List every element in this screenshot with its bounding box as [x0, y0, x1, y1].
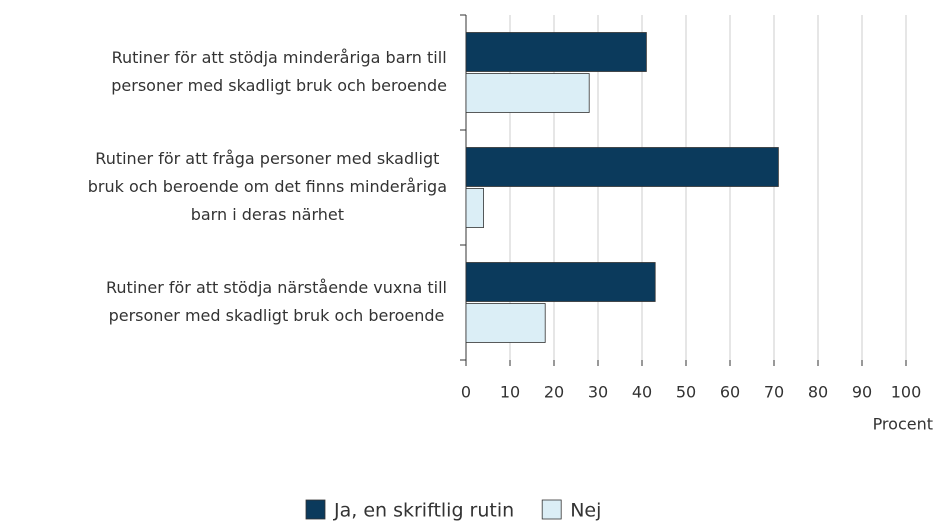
x-tick-label: 90: [852, 383, 872, 402]
x-tick-label: 10: [500, 383, 520, 402]
bar: [465, 262, 656, 302]
category-label: personer med skadligt bruk och beroende: [109, 306, 445, 325]
x-axis-label: Procent: [873, 415, 933, 434]
x-tick-label: 0: [461, 383, 471, 402]
x-tick-label: 50: [676, 383, 696, 402]
x-tick-label: 40: [632, 383, 652, 402]
x-tick-label: 100: [891, 383, 922, 402]
bar: [465, 188, 485, 228]
bar: [465, 147, 779, 187]
legend-swatch: [541, 499, 562, 520]
x-tick-label: 80: [808, 383, 828, 402]
bar: [465, 303, 546, 343]
bar: [465, 73, 590, 113]
category-label: Rutiner för att stödja minderåriga barn …: [112, 48, 447, 67]
category-label: bruk och beroende om det finns minderåri…: [88, 177, 447, 196]
x-tick-label: 70: [764, 383, 784, 402]
x-tick-label: 20: [544, 383, 564, 402]
x-tick-label: 60: [720, 383, 740, 402]
category-label: barn i deras närhet: [191, 205, 344, 224]
category-label: Rutiner för att stödja närstående vuxna …: [106, 278, 447, 297]
legend-swatch: [305, 499, 326, 520]
category-label: personer med skadligt bruk och beroende: [111, 76, 447, 95]
legend-label: Ja, en skriftlig rutin: [333, 500, 514, 522]
bar: [465, 32, 647, 72]
x-tick-label: 30: [588, 383, 608, 402]
legend-label: Nej: [570, 500, 601, 522]
category-label: Rutiner för att fråga personer med skadl…: [95, 149, 439, 168]
